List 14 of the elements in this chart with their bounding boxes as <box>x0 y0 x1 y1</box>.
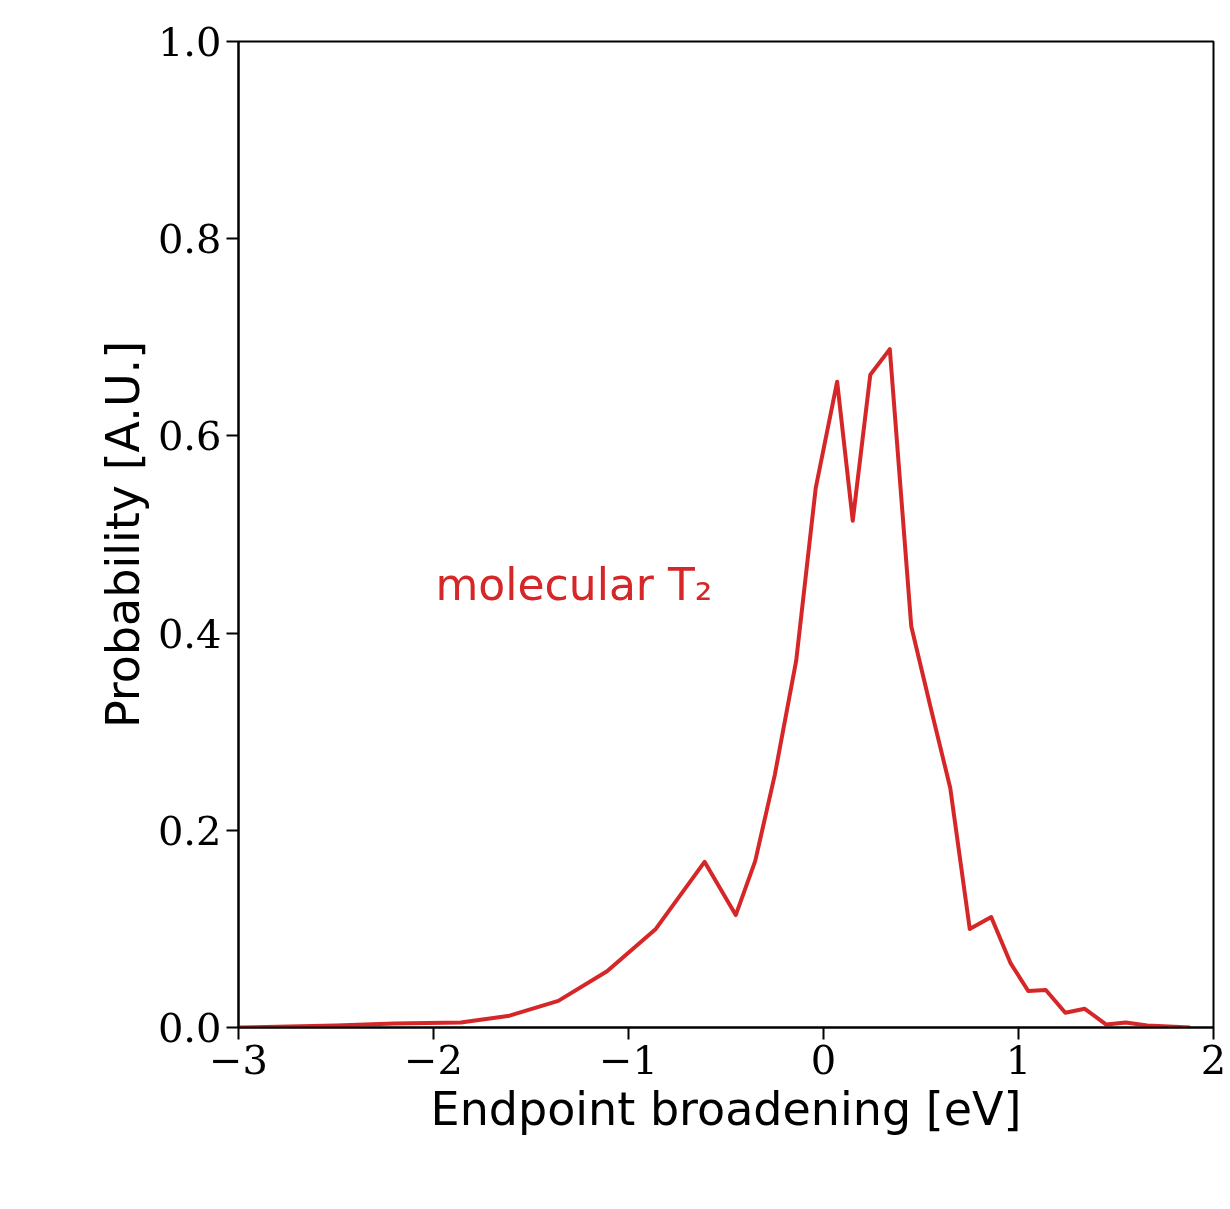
line-series <box>238 347 1193 1028</box>
y-tick-label: 0.6 <box>157 413 222 460</box>
text: molecular T₂ <box>435 558 713 610</box>
y-tick-label: 0.2 <box>157 807 222 854</box>
x-tick-label: 0 <box>810 1036 837 1083</box>
y-tick-label: 0.8 <box>157 216 222 263</box>
y-axis-title: Probability [A.U.] <box>95 340 150 729</box>
x-tick-label: 1 <box>1005 1036 1032 1083</box>
y-tick-label: 1.0 <box>157 19 222 65</box>
x-axis-title: Endpoint broadening [eV] <box>430 1081 1022 1136</box>
x-tick-label: −2 <box>404 1036 463 1083</box>
x-tick-label: −1 <box>599 1036 658 1083</box>
y-tick-label: 0.4 <box>157 610 222 657</box>
x-tick-label: 2 <box>1200 1036 1227 1083</box>
